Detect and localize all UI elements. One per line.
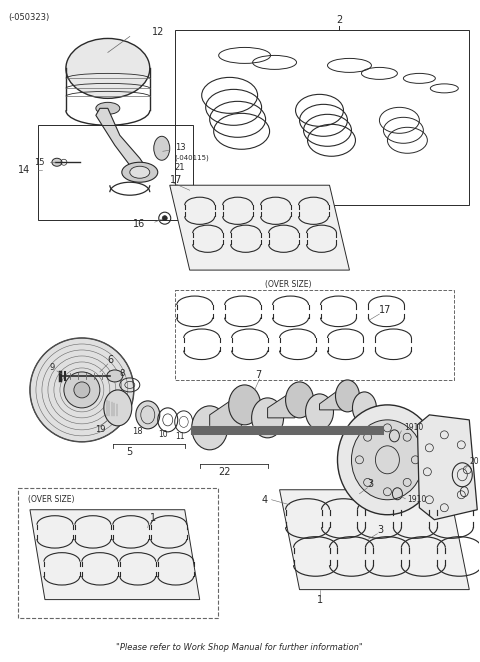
Text: 9: 9 bbox=[49, 363, 55, 373]
Text: 1: 1 bbox=[316, 594, 323, 604]
Ellipse shape bbox=[104, 390, 132, 426]
Polygon shape bbox=[210, 398, 258, 428]
Text: 1910: 1910 bbox=[408, 495, 427, 504]
Text: 17: 17 bbox=[170, 175, 182, 185]
Text: "Please refer to Work Shop Manual for further information": "Please refer to Work Shop Manual for fu… bbox=[116, 643, 363, 652]
Text: 13: 13 bbox=[175, 143, 185, 152]
Text: 10: 10 bbox=[158, 430, 168, 440]
Ellipse shape bbox=[52, 158, 62, 166]
Ellipse shape bbox=[30, 338, 134, 442]
Ellipse shape bbox=[336, 380, 360, 412]
Text: 1: 1 bbox=[150, 512, 156, 523]
Ellipse shape bbox=[66, 38, 150, 99]
Polygon shape bbox=[170, 185, 349, 270]
Ellipse shape bbox=[192, 406, 228, 449]
Text: 17: 17 bbox=[379, 305, 392, 315]
Polygon shape bbox=[30, 510, 200, 600]
Text: 3: 3 bbox=[368, 479, 373, 489]
Polygon shape bbox=[320, 388, 360, 410]
Bar bbox=[175, 30, 469, 205]
Text: 3: 3 bbox=[377, 525, 384, 535]
Ellipse shape bbox=[74, 382, 90, 398]
Text: 5: 5 bbox=[127, 447, 133, 457]
Text: (-050323): (-050323) bbox=[8, 13, 49, 23]
Ellipse shape bbox=[306, 394, 334, 430]
Ellipse shape bbox=[351, 420, 423, 500]
Ellipse shape bbox=[162, 216, 167, 220]
Text: 20: 20 bbox=[469, 457, 479, 466]
Bar bbox=[38, 125, 192, 220]
Text: 11: 11 bbox=[175, 432, 184, 442]
Ellipse shape bbox=[96, 103, 120, 115]
Polygon shape bbox=[279, 490, 469, 590]
Text: 12: 12 bbox=[152, 27, 164, 38]
Ellipse shape bbox=[352, 392, 376, 424]
Text: 6: 6 bbox=[108, 355, 114, 365]
Ellipse shape bbox=[286, 382, 313, 418]
Ellipse shape bbox=[122, 162, 158, 182]
Text: 16: 16 bbox=[133, 219, 145, 229]
Text: 8: 8 bbox=[119, 369, 124, 379]
Text: 19: 19 bbox=[95, 426, 105, 434]
Text: 15: 15 bbox=[35, 158, 45, 167]
Text: (-040115): (-040115) bbox=[175, 154, 209, 160]
Ellipse shape bbox=[337, 405, 437, 515]
Ellipse shape bbox=[136, 401, 160, 429]
Text: 4: 4 bbox=[262, 495, 267, 504]
Text: 22: 22 bbox=[218, 467, 231, 477]
Ellipse shape bbox=[107, 370, 123, 382]
Polygon shape bbox=[267, 392, 312, 418]
Bar bbox=[175, 290, 454, 380]
Ellipse shape bbox=[130, 166, 150, 178]
Text: 2: 2 bbox=[336, 15, 343, 25]
Text: (OVER SIZE): (OVER SIZE) bbox=[264, 279, 311, 289]
Text: 14: 14 bbox=[18, 166, 30, 175]
Text: 7: 7 bbox=[256, 370, 262, 380]
Ellipse shape bbox=[154, 136, 170, 160]
Ellipse shape bbox=[252, 398, 284, 438]
Text: (OVER SIZE): (OVER SIZE) bbox=[28, 495, 74, 504]
Ellipse shape bbox=[228, 385, 261, 425]
Polygon shape bbox=[418, 415, 477, 520]
Text: 21: 21 bbox=[175, 163, 185, 171]
Polygon shape bbox=[96, 109, 148, 175]
Text: 1910: 1910 bbox=[404, 424, 424, 432]
Ellipse shape bbox=[64, 372, 100, 408]
Bar bbox=[18, 488, 217, 618]
Text: 18: 18 bbox=[132, 428, 143, 436]
